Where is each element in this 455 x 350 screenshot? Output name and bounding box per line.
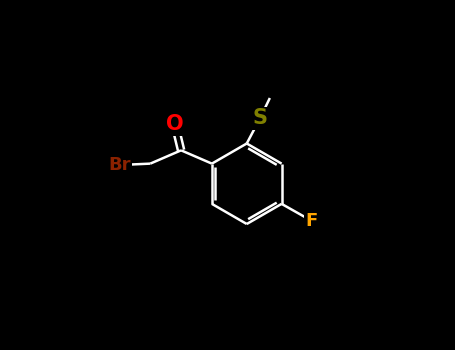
Text: Br: Br <box>108 156 131 174</box>
Text: F: F <box>305 212 318 230</box>
Text: O: O <box>166 114 184 134</box>
Text: S: S <box>253 108 268 128</box>
